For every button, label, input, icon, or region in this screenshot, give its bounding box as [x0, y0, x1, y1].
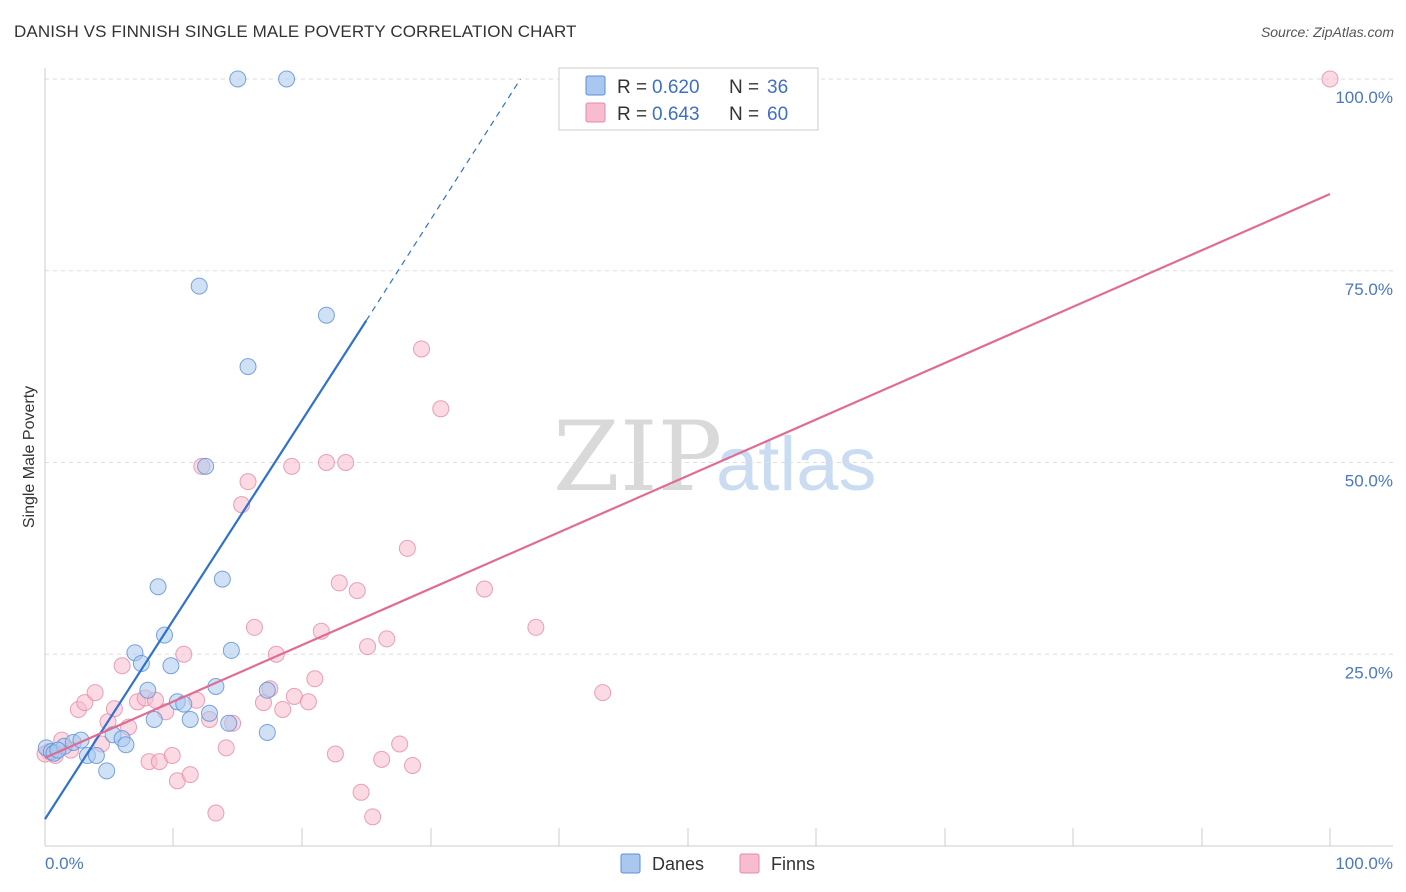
- y-tick-label-3: 100.0%: [1335, 88, 1393, 107]
- danes-point-21: [181, 710, 199, 728]
- bottom-legend-danes: Danes: [652, 854, 704, 874]
- legend-finns-r-label: R =: [617, 104, 647, 125]
- danes-point-34: [317, 306, 335, 324]
- legend-danes-n-value: 36: [767, 77, 788, 98]
- finns-point-30: [245, 618, 263, 636]
- legend-danes-r-label: R =: [617, 77, 647, 98]
- finns-point-6: [86, 684, 104, 702]
- bottom-legend-finns: Finns: [771, 854, 815, 874]
- x-tick-label-0: 0.0%: [45, 854, 84, 873]
- danes-point-32: [258, 723, 276, 741]
- danes-point-24: [200, 704, 218, 722]
- danes-point-15: [145, 710, 163, 728]
- danes-point-28: [222, 641, 240, 659]
- y-tick-label-0: 25.0%: [1345, 663, 1393, 682]
- y-axis-label: Single Male Poverty: [21, 386, 38, 528]
- finns-point-47: [364, 808, 382, 826]
- finns-point-45: [352, 783, 370, 801]
- danes-point-23: [197, 457, 215, 475]
- finns-point-40: [317, 454, 335, 471]
- finns-point-51: [398, 539, 416, 557]
- y-tick-label-2: 75.0%: [1345, 280, 1393, 299]
- finns-point-5: [76, 694, 94, 712]
- danes-point-26: [213, 570, 231, 588]
- finns-point-42: [330, 574, 348, 592]
- legend-finns-r-value: 0.643: [652, 104, 700, 125]
- danes-point-22: [190, 277, 208, 295]
- finns-point-43: [337, 454, 355, 471]
- finns-point-18: [163, 746, 181, 764]
- finns-point-26: [217, 739, 235, 757]
- danes-point-30: [239, 358, 257, 376]
- danes-point-11: [117, 736, 135, 754]
- bottom-legend: Danes Finns: [620, 853, 815, 874]
- danes-point-33: [278, 70, 296, 88]
- legend-danes-r-value: 0.620: [652, 77, 700, 98]
- legend-swatch-finns: [585, 102, 606, 123]
- danes-point-8: [98, 762, 116, 780]
- finns-point-50: [391, 735, 409, 753]
- trend-lines: [44, 78, 1331, 820]
- chart-title: DANISH VS FINNISH SINGLE MALE POVERTY CO…: [14, 22, 577, 41]
- legend-swatch-danes: [585, 75, 606, 96]
- legend-finns-n-label: N =: [729, 104, 759, 125]
- finns-point-49: [378, 630, 396, 648]
- finns-point-46: [359, 638, 377, 656]
- finns-point-21: [181, 766, 199, 784]
- finns-point-56: [527, 618, 545, 636]
- danes-point-27: [220, 714, 238, 732]
- finns-point-41: [326, 745, 344, 763]
- finns-point-37: [299, 693, 317, 711]
- legend-danes-n-label: N =: [729, 77, 759, 98]
- x-tick-labels: 0.0% 100.0%: [45, 854, 1393, 873]
- finns-point-25: [207, 804, 225, 822]
- finns-point-52: [404, 756, 422, 774]
- finns-point-57: [594, 684, 612, 702]
- danes-point-7: [87, 746, 105, 764]
- danes-trend-line: [44, 320, 368, 820]
- finns-point-29: [239, 473, 257, 491]
- finns-point-10: [113, 657, 131, 675]
- danes-point-31: [258, 681, 276, 699]
- finns-trend-line: [44, 193, 1331, 759]
- danes-point-16: [149, 578, 167, 596]
- legend: R = 0.620 N = 36 R = 0.643 N = 60: [558, 67, 819, 131]
- watermark: ZIP atlas: [553, 401, 877, 513]
- finns-point-54: [432, 400, 450, 418]
- x-tick-label-1: 100.0%: [1335, 854, 1393, 873]
- finns-point-44: [348, 582, 366, 600]
- finns-point-38: [306, 670, 324, 688]
- axes: [44, 68, 1393, 847]
- danes-point-14: [139, 681, 157, 699]
- bottom-legend-swatch-finns: [739, 853, 760, 874]
- finns-point-20: [175, 645, 193, 663]
- legend-finns-n-value: 60: [767, 104, 788, 125]
- finns-point-34: [274, 700, 292, 718]
- y-tick-labels: 25.0% 50.0% 75.0% 100.0%: [1335, 88, 1393, 682]
- watermark-atlas: atlas: [716, 422, 877, 507]
- finns-point-53: [413, 340, 431, 358]
- watermark-zip: ZIP: [553, 401, 722, 513]
- finns-point-48: [373, 750, 391, 768]
- source-label: Source: ZipAtlas.com: [1260, 24, 1394, 40]
- series-danes-points: [37, 70, 335, 780]
- finns-point-36: [285, 687, 303, 705]
- danes-point-29: [229, 70, 247, 88]
- finns-point-35: [283, 457, 301, 475]
- danes-point-18: [162, 657, 180, 675]
- bottom-legend-swatch-danes: [620, 853, 641, 874]
- y-tick-label-1: 50.0%: [1345, 472, 1393, 491]
- finns-point-55: [475, 580, 493, 598]
- finns-point-58: [1321, 70, 1339, 88]
- danes-trend-extension: [365, 78, 521, 321]
